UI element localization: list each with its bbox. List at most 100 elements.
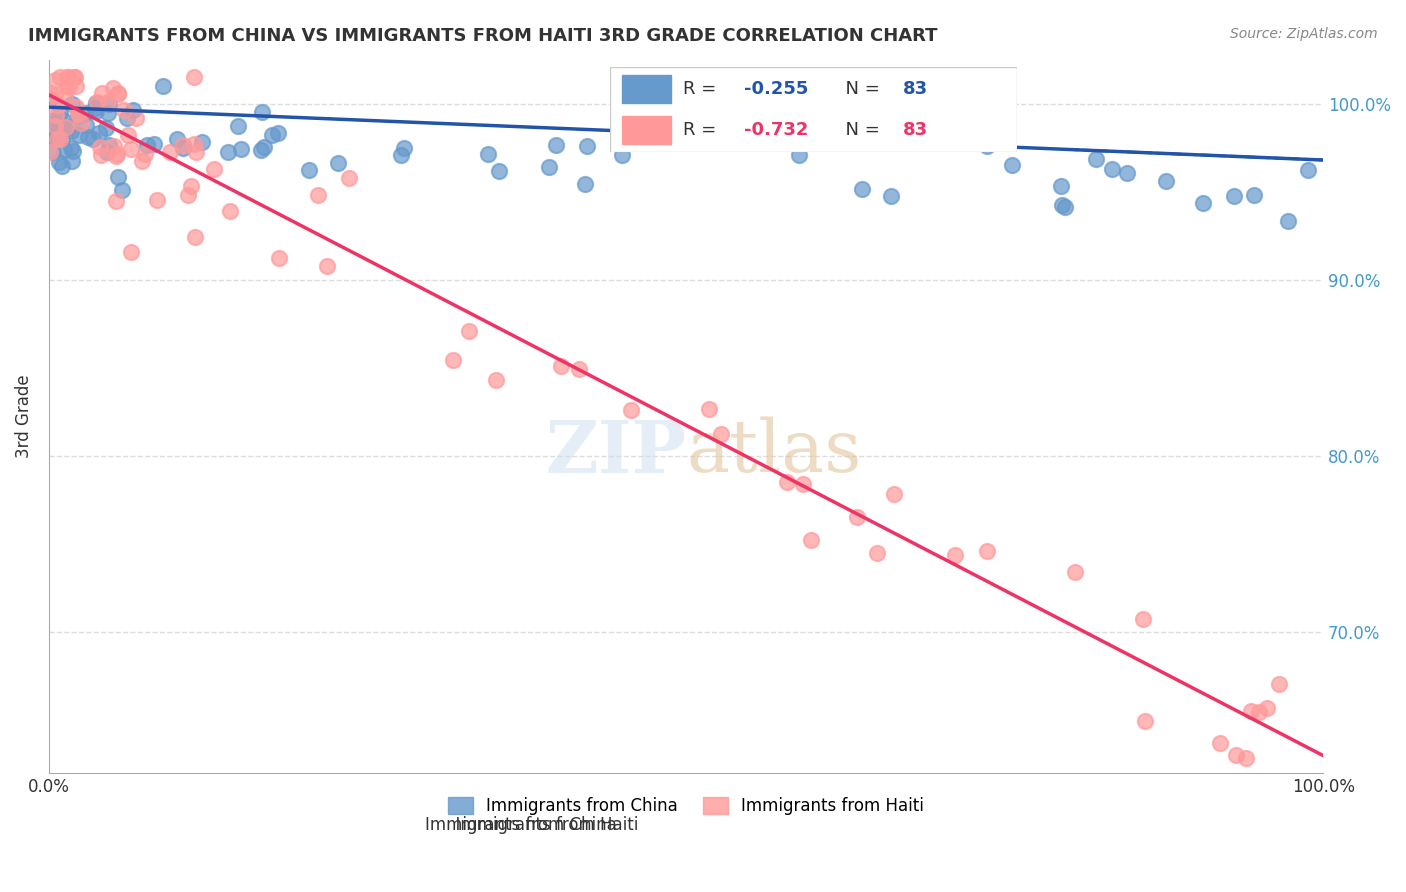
Legend: Immigrants from China, Immigrants from Haiti: Immigrants from China, Immigrants from H…: [441, 790, 931, 822]
Point: [477, 147, 499, 161]
Point: [60, 97, 83, 112]
Point: [65, 70, 87, 85]
Point: [267, 126, 290, 140]
Point: [56, 120, 79, 134]
Point: [59, 124, 82, 138]
Point: [184, 145, 207, 159]
Point: [42, 145, 65, 160]
Point: [574, 177, 596, 191]
Point: [125, 112, 148, 126]
Point: [1001, 158, 1024, 172]
Point: [191, 135, 214, 149]
Point: [89, 139, 111, 153]
Point: [544, 138, 567, 153]
Point: [103, 139, 125, 153]
Point: [217, 145, 239, 160]
Point: [1225, 747, 1247, 762]
Point: [39, 113, 62, 128]
Text: IMMIGRANTS FROM CHINA VS IMMIGRANTS FROM HAITI 3RD GRADE CORRELATION CHART: IMMIGRANTS FROM CHINA VS IMMIGRANTS FROM…: [28, 27, 938, 45]
Point: [105, 147, 128, 161]
Point: [39, 91, 62, 105]
Point: [976, 139, 998, 153]
Point: [67, 107, 90, 121]
Point: [39, 87, 62, 101]
Point: [1243, 187, 1265, 202]
Point: [86, 103, 108, 118]
Point: [792, 476, 814, 491]
Point: [1132, 612, 1154, 626]
Point: [105, 149, 128, 163]
Point: [76, 129, 98, 144]
Point: [44, 87, 66, 102]
Point: [538, 160, 561, 174]
Point: [943, 548, 966, 562]
Point: [568, 361, 591, 376]
Point: [1249, 705, 1271, 719]
Text: Immigrants from Haiti: Immigrants from Haiti: [402, 816, 638, 834]
Point: [59, 141, 82, 155]
Point: [183, 70, 205, 85]
Point: [441, 353, 464, 368]
Point: [51, 125, 73, 139]
Point: [44, 73, 66, 87]
Point: [976, 544, 998, 558]
Point: [1115, 166, 1137, 180]
Text: atlas: atlas: [686, 417, 862, 487]
Point: [45, 108, 67, 122]
Point: [1101, 162, 1123, 177]
Point: [250, 105, 273, 120]
Point: [107, 87, 129, 101]
Text: Source: ZipAtlas.com: Source: ZipAtlas.com: [1230, 27, 1378, 41]
Point: [1154, 173, 1177, 187]
Point: [120, 142, 142, 156]
Point: [326, 156, 349, 170]
Point: [488, 164, 510, 178]
Point: [117, 111, 139, 125]
Point: [219, 204, 242, 219]
Point: [880, 189, 903, 203]
Point: [1256, 700, 1278, 714]
Point: [134, 146, 156, 161]
Point: [787, 148, 810, 162]
Point: [84, 95, 107, 110]
Point: [1268, 676, 1291, 690]
Point: [159, 145, 181, 159]
Point: [121, 103, 143, 117]
Point: [89, 126, 111, 140]
Point: [69, 116, 91, 130]
Point: [202, 161, 225, 176]
Point: [166, 132, 188, 146]
Point: [576, 139, 599, 153]
Point: [51, 132, 73, 146]
Point: [1054, 200, 1077, 214]
Point: [62, 145, 84, 159]
Point: [98, 137, 121, 152]
Point: [49, 117, 72, 131]
Point: [53, 88, 76, 103]
Point: [65, 79, 87, 94]
Point: [91, 86, 114, 100]
Point: [610, 147, 633, 161]
Point: [152, 78, 174, 93]
Point: [107, 86, 129, 100]
Point: [42, 129, 65, 144]
Point: [1209, 736, 1232, 750]
Point: [49, 120, 72, 134]
Text: ZIP: ZIP: [546, 417, 686, 488]
Point: [46, 132, 69, 146]
Point: [228, 120, 250, 134]
Point: [56, 70, 79, 85]
Point: [53, 144, 76, 158]
Point: [45, 132, 67, 146]
Point: [394, 141, 416, 155]
Point: [229, 142, 252, 156]
Point: [485, 374, 508, 388]
Text: Immigrants from China: Immigrants from China: [425, 816, 616, 834]
Point: [620, 402, 643, 417]
Point: [389, 148, 412, 162]
Point: [172, 141, 194, 155]
Point: [1050, 198, 1073, 212]
Point: [253, 140, 276, 154]
Point: [94, 120, 117, 135]
Point: [250, 143, 273, 157]
